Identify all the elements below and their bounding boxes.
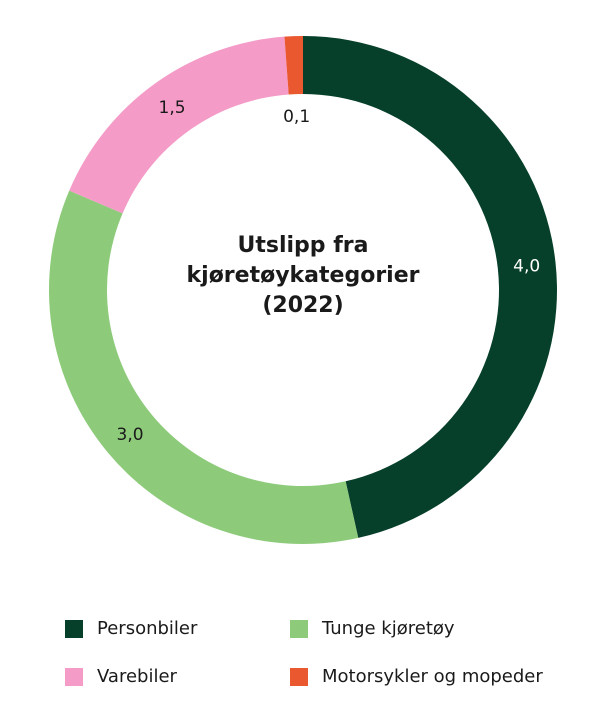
slice-motorsykler-og-mopeder: [284, 36, 303, 95]
legend-swatch: [65, 619, 83, 638]
value-label: 0,1: [283, 107, 310, 127]
legend-label: Personbiler: [97, 618, 198, 639]
chart-title-line: Utslipp fra: [238, 233, 369, 258]
legend-item-varebiler: Varebiler: [65, 666, 177, 687]
value-label: 3,0: [117, 425, 144, 445]
legend-item-motorsykler-og-mopeder: Motorsykler og mopeder: [290, 666, 543, 687]
legend-label: Tunge kjøretøy: [322, 618, 455, 639]
legend-label: Motorsykler og mopeder: [322, 666, 543, 687]
donut-slices: [48, 36, 557, 544]
slice-varebiler: [69, 36, 289, 214]
slice-personbiler: [303, 36, 557, 538]
slice-tunge-kj-ret-y: [48, 190, 359, 544]
chart-title: Utslipp fra kjøretøykategorier (2022): [187, 233, 420, 318]
chart-title-line: kjøretøykategorier: [187, 263, 420, 288]
legend-swatch: [290, 667, 308, 686]
legend-item-personbiler: Personbiler: [65, 618, 197, 639]
legend-swatch: [290, 619, 308, 638]
value-labels: 4,0 3,0 1,5 0,1: [117, 98, 541, 445]
legend-item-tunge-kjoretoy: Tunge kjøretøy: [290, 618, 455, 639]
value-label: 4,0: [513, 256, 540, 276]
donut-chart: 4,0 3,0 1,5 0,1 Utslipp fra kjøretøykategori…: [48, 36, 557, 544]
legend: Personbiler Tunge kjøretøy Varebiler Mot…: [0, 600, 595, 710]
legend-label: Varebiler: [97, 666, 177, 687]
value-label: 1,5: [159, 98, 186, 118]
legend-swatch: [65, 667, 83, 686]
chart-title-line: (2022): [262, 293, 343, 318]
